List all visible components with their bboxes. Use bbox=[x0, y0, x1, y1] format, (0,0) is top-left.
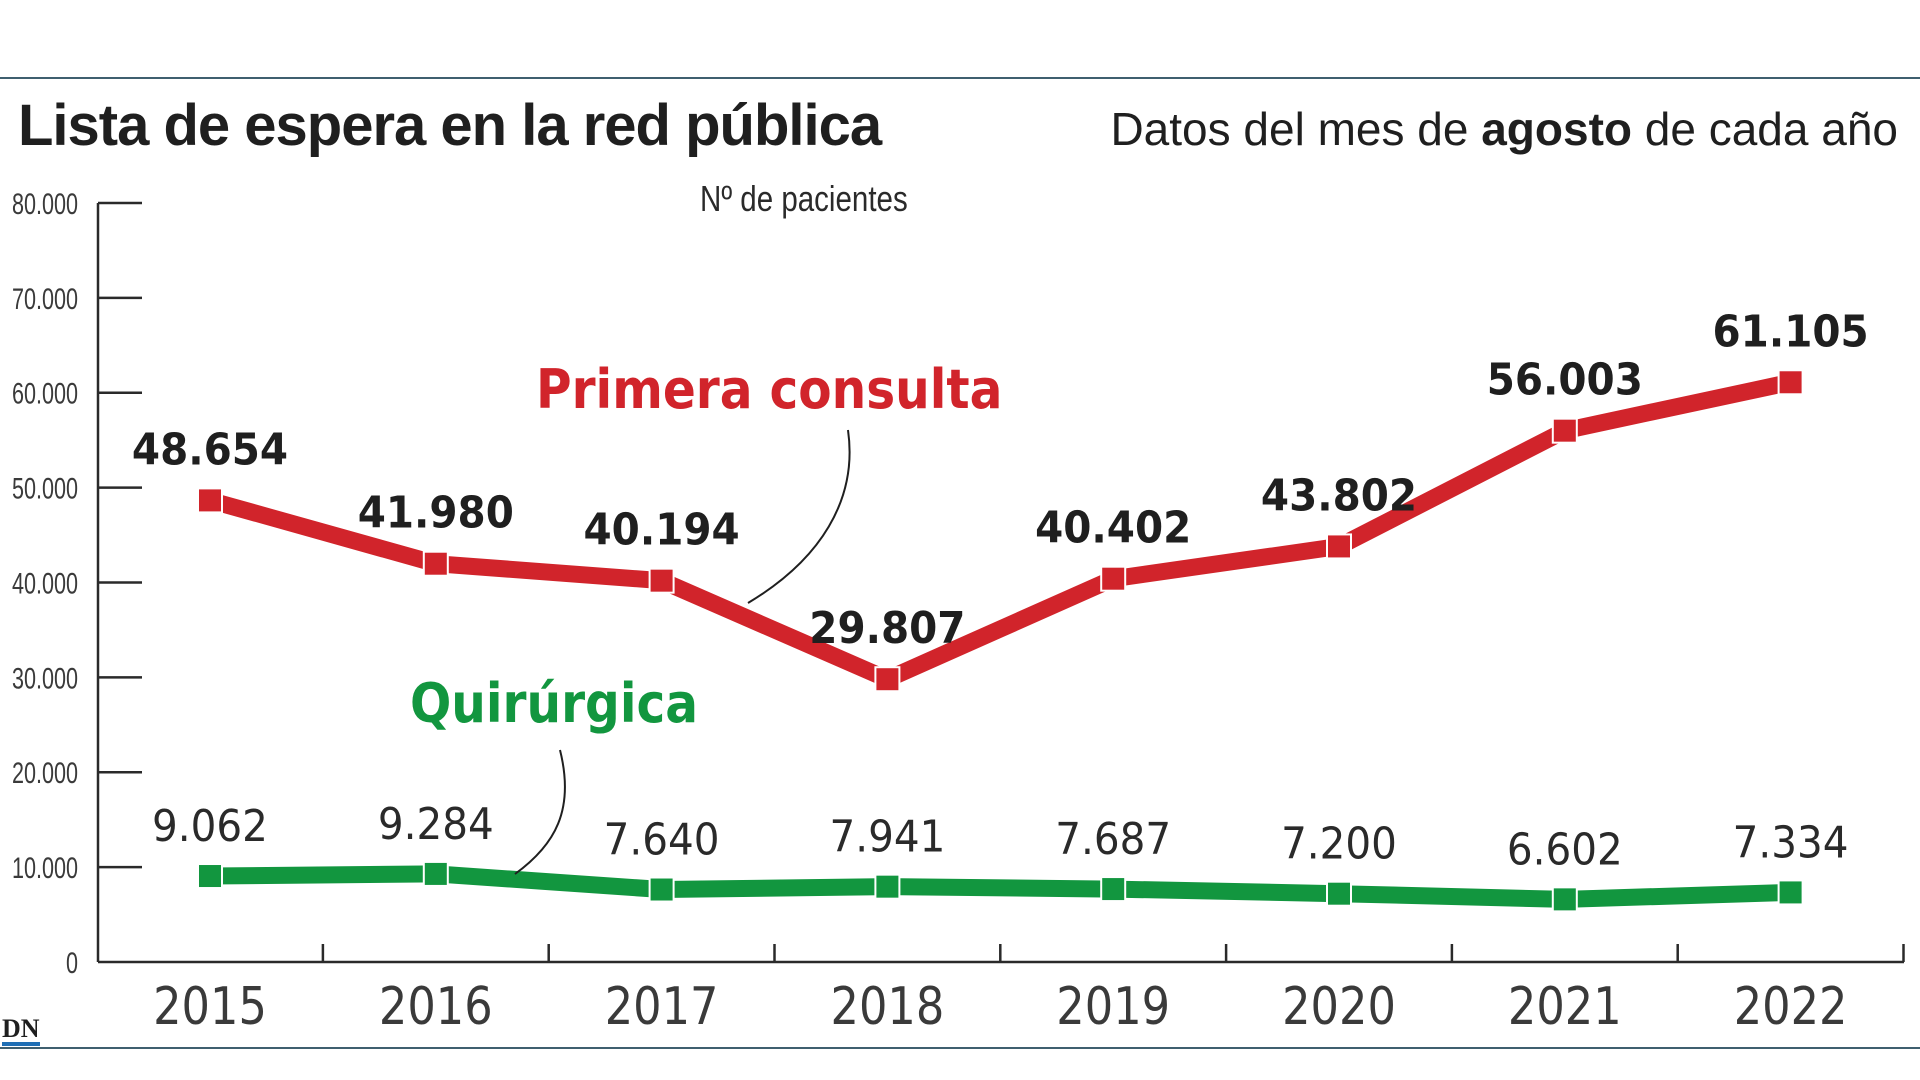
data-point bbox=[1777, 369, 1804, 396]
data-point bbox=[1777, 879, 1804, 906]
data-label: 7.941 bbox=[829, 811, 945, 862]
x-tick-label: 2022 bbox=[1734, 977, 1848, 1037]
bottom-rule bbox=[0, 1047, 1920, 1049]
x-tick-label: 2019 bbox=[1056, 977, 1170, 1037]
data-label: 7.334 bbox=[1733, 817, 1849, 868]
y-tick-label: 10.000 bbox=[12, 851, 78, 885]
leader-line-primera-consulta bbox=[747, 429, 851, 604]
series-line bbox=[207, 373, 1793, 689]
series-name-quirurgica: Quirúrgica bbox=[410, 673, 698, 736]
data-point bbox=[874, 873, 901, 900]
publisher-logo: DN bbox=[2, 1016, 40, 1046]
data-point bbox=[197, 863, 223, 890]
chart-subtitle: Datos del mes de agosto de cada año bbox=[1110, 102, 1898, 156]
subtitle-prefix: Datos del mes de bbox=[1110, 103, 1482, 155]
data-point bbox=[1100, 876, 1127, 903]
leader-line-quirurgica bbox=[514, 749, 566, 875]
data-point bbox=[648, 567, 675, 594]
y-tick-label: 30.000 bbox=[12, 661, 78, 695]
data-label: 56.003 bbox=[1487, 354, 1643, 405]
subtitle-bold: agosto bbox=[1481, 103, 1632, 155]
y-tick-label: 50.000 bbox=[12, 471, 78, 505]
data-label: 43.802 bbox=[1261, 470, 1417, 521]
y-tick-label: 20.000 bbox=[12, 756, 78, 790]
data-point bbox=[1100, 565, 1127, 592]
data-label: 7.640 bbox=[604, 814, 720, 865]
x-tick-label: 2015 bbox=[153, 977, 267, 1037]
data-point bbox=[1326, 533, 1352, 560]
x-tick-label: 2017 bbox=[605, 977, 719, 1037]
data-label: 7.200 bbox=[1281, 818, 1397, 869]
data-point bbox=[1551, 417, 1578, 444]
subtitle-suffix: de cada año bbox=[1631, 103, 1898, 155]
data-label: 41.980 bbox=[358, 487, 514, 538]
data-label: 61.105 bbox=[1713, 306, 1869, 357]
x-tick-label: 2020 bbox=[1282, 977, 1396, 1037]
data-label: 40.194 bbox=[584, 504, 740, 555]
y-tick-label: 80.000 bbox=[12, 186, 78, 220]
chart-title: Lista de espera en la red pública bbox=[18, 93, 882, 158]
y-axis-unit-label: Nº de pacientes bbox=[700, 178, 908, 219]
x-tick-label: 2018 bbox=[831, 977, 945, 1037]
data-point bbox=[1326, 880, 1352, 907]
y-tick-label: 70.000 bbox=[12, 281, 78, 315]
data-label: 29.807 bbox=[809, 603, 965, 654]
y-tick-label: 40.000 bbox=[12, 566, 78, 600]
series-line bbox=[209, 865, 1791, 908]
data-point bbox=[874, 666, 901, 693]
data-point bbox=[1551, 886, 1578, 913]
y-tick-label: 0 bbox=[66, 945, 78, 979]
top-rule bbox=[0, 77, 1920, 79]
data-point bbox=[648, 876, 675, 903]
x-tick-label: 2021 bbox=[1508, 977, 1622, 1037]
data-label: 7.687 bbox=[1055, 813, 1171, 864]
data-label: 9.284 bbox=[378, 798, 494, 849]
x-tick-label: 2016 bbox=[379, 977, 493, 1037]
data-point bbox=[197, 487, 223, 514]
data-label: 48.654 bbox=[132, 424, 288, 475]
data-label: 9.062 bbox=[152, 800, 268, 851]
data-label: 6.602 bbox=[1507, 824, 1623, 875]
data-point bbox=[422, 550, 449, 577]
y-tick-label: 60.000 bbox=[12, 376, 78, 410]
data-label: 40.402 bbox=[1035, 502, 1191, 553]
series-name-primera-consulta: Primera consulta bbox=[536, 359, 1002, 422]
data-point bbox=[422, 860, 449, 887]
